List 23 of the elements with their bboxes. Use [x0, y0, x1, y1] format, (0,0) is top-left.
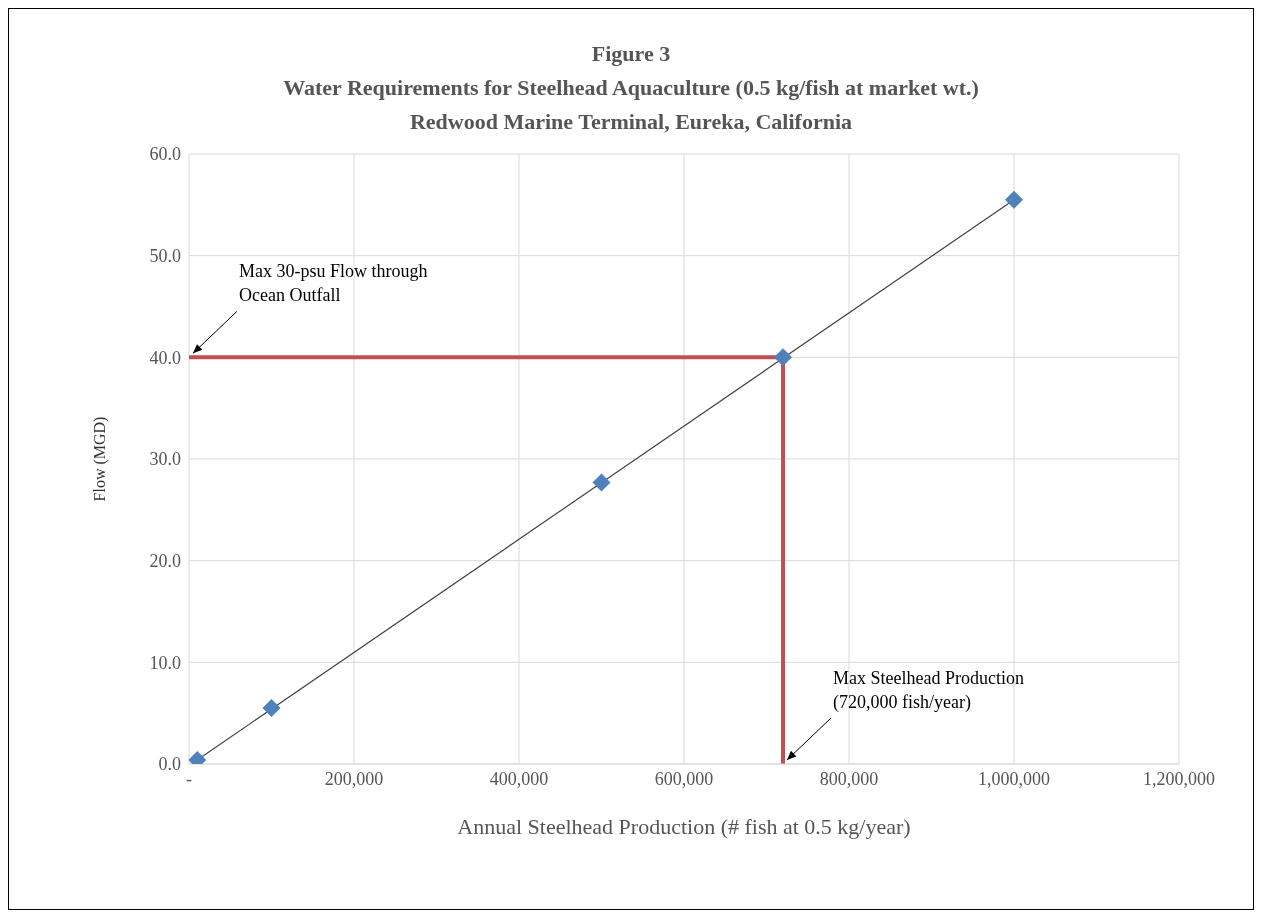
x-tick-label: 800,000 — [819, 768, 879, 789]
y-tick-label: 60.0 — [149, 144, 181, 165]
y-tick-label: 40.0 — [149, 347, 181, 368]
point — [774, 348, 792, 367]
point — [1005, 190, 1023, 209]
point — [592, 473, 611, 492]
y-tick-label: 50.0 — [149, 246, 181, 267]
annotation: Max Steelhead Production (720,000 fish/year) — [833, 668, 1024, 713]
x-tick-label: 1,000,000 — [978, 768, 1050, 789]
point — [262, 699, 281, 718]
y-tick-label: 20.0 — [149, 551, 181, 572]
x-tick-label: 400,000 — [489, 768, 549, 789]
y-tick-label: 30.0 — [149, 449, 181, 470]
x-tick-label: 1,200,000 — [1143, 768, 1215, 789]
y-tick-label: 10.0 — [149, 652, 181, 673]
x-tick-label: 200,000 — [324, 768, 384, 789]
x-tick-label: 600,000 — [654, 768, 714, 789]
x-axis-title: Annual Steelhead Production (# fish at 0.5 kg/year) — [457, 814, 911, 839]
x-tick-label: - — [186, 768, 192, 789]
annotation: Max 30-psu Flow through Ocean Outfall — [239, 261, 428, 306]
y-tick-label: 0.0 — [158, 754, 181, 775]
chart-title: Figure 3 Water Requirements for Steelhead Aquaculture (0.5 kg/fish at market wt.) Redwood Marine Terminal, Eureka, California — [282, 40, 980, 136]
y-axis-title: Flow (MGD) — [90, 416, 109, 502]
